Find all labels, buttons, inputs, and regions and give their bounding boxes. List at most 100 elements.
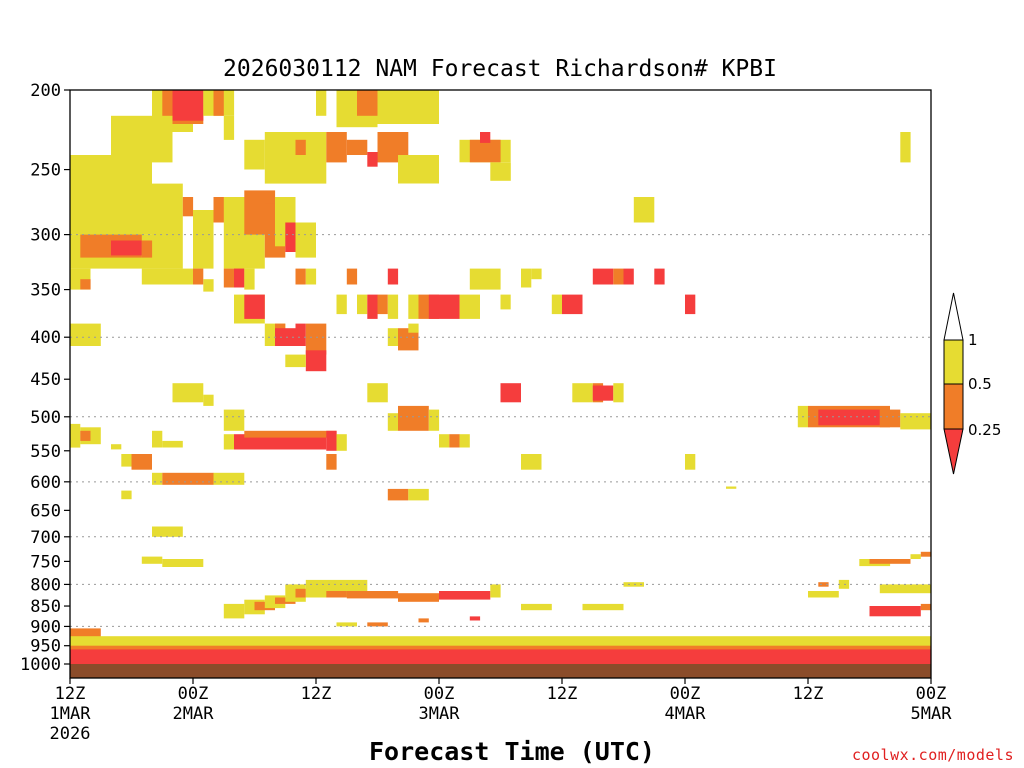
ri-cell-red bbox=[295, 323, 306, 346]
ri-cell-yellow bbox=[490, 584, 501, 598]
ri-cell-yellow bbox=[162, 559, 204, 567]
ri-cell-red bbox=[480, 132, 491, 143]
ri-cell-yellow bbox=[152, 183, 183, 269]
ri-cell-yellow bbox=[203, 279, 214, 292]
ri-cell-red bbox=[275, 328, 296, 346]
ri-cell-yellow bbox=[408, 294, 419, 319]
ri-cell-yellow bbox=[357, 294, 368, 315]
ri-cell-yellow bbox=[623, 582, 644, 587]
ri-cell-yellow bbox=[223, 603, 245, 619]
y-tick-label: 350 bbox=[30, 281, 61, 301]
legend: 1 0.5 0.25 bbox=[943, 292, 1001, 475]
y-tick-label: 650 bbox=[30, 501, 61, 521]
ri-cell-red bbox=[439, 591, 491, 600]
x-tick-year: 2026 bbox=[50, 724, 91, 744]
ri-cell-yellow bbox=[152, 526, 183, 537]
ri-cell-orange bbox=[449, 434, 460, 448]
x-tick-time: 00Z bbox=[670, 684, 701, 704]
ri-cell-orange bbox=[326, 591, 347, 598]
ri-cell-orange bbox=[326, 132, 347, 163]
legend-below-025 bbox=[943, 428, 964, 475]
ri-cell-yellow bbox=[408, 488, 429, 501]
ri-cell-yellow bbox=[244, 268, 255, 290]
ri-cell-orange bbox=[418, 618, 429, 623]
y-tick-label: 850 bbox=[30, 597, 61, 617]
ri-cell-yellow bbox=[121, 490, 132, 500]
ri-cell-yellow bbox=[70, 155, 152, 235]
ri-cell-yellow bbox=[387, 413, 399, 431]
ri-cell-yellow bbox=[879, 584, 932, 594]
ri-cell-orange bbox=[346, 591, 399, 599]
ri-cell-yellow bbox=[582, 603, 624, 611]
ri-cell-red bbox=[562, 294, 583, 315]
ri-cell-yellow bbox=[121, 454, 132, 467]
ri-cell-orange bbox=[244, 430, 337, 438]
ri-cell-red bbox=[623, 268, 634, 285]
x-tick-date: 1MAR bbox=[50, 704, 92, 724]
ri-cell-yellow bbox=[367, 383, 388, 403]
ri-cell-orange bbox=[295, 588, 306, 598]
ri-cell-yellow bbox=[336, 622, 357, 627]
x-tick-time: 12Z bbox=[547, 684, 578, 704]
ri-cell-red bbox=[234, 434, 327, 450]
x-tick-date: 5MAR bbox=[911, 704, 953, 724]
legend-label: 1 bbox=[968, 331, 978, 349]
ri-cell-yellow bbox=[223, 115, 235, 140]
ri-cell-red bbox=[367, 294, 378, 319]
ri-cell-yellow bbox=[285, 354, 306, 368]
ri-cell-red bbox=[111, 240, 142, 256]
ri-cell-orange bbox=[346, 139, 368, 155]
ri-cell-yellow bbox=[336, 294, 347, 315]
ri-cell-yellow bbox=[521, 268, 532, 288]
y-tick-label: 950 bbox=[30, 637, 61, 657]
legend-label: 0.5 bbox=[968, 375, 992, 393]
ri-cell-orange bbox=[367, 622, 388, 627]
ri-cell-orange bbox=[80, 279, 91, 290]
y-tick-label: 250 bbox=[30, 161, 61, 181]
ri-cell-red bbox=[500, 383, 521, 403]
ri-cell-orange bbox=[879, 409, 901, 428]
heatmap-cells bbox=[70, 90, 932, 664]
ri-cell-red bbox=[367, 152, 378, 167]
ri-cell-yellow bbox=[162, 440, 183, 448]
ri-cell-yellow bbox=[111, 115, 173, 163]
ri-cell-yellow bbox=[551, 294, 563, 315]
ri-cell-orange bbox=[346, 268, 358, 285]
ri-cell-red bbox=[305, 350, 327, 372]
y-tick-label: 550 bbox=[30, 442, 61, 462]
ri-cell-orange bbox=[213, 90, 224, 116]
ri-cell-yellow bbox=[244, 139, 265, 170]
ri-cell-yellow bbox=[387, 328, 399, 346]
ri-cell-yellow bbox=[264, 132, 327, 184]
ri-cell-red bbox=[285, 222, 296, 252]
x-tick-time: 12Z bbox=[793, 684, 824, 704]
ri-cell-orange bbox=[387, 488, 409, 501]
ri-cell-yellow bbox=[223, 434, 235, 450]
ri-cell-orange bbox=[193, 268, 204, 285]
ri-cell-yellow bbox=[387, 294, 399, 319]
ri-cell-orange bbox=[357, 90, 378, 116]
ri-cell-yellow bbox=[910, 554, 921, 559]
ri-cell-red bbox=[654, 268, 665, 285]
y-tick-label: 400 bbox=[30, 328, 61, 348]
ri-cell-red bbox=[592, 268, 614, 285]
y-tick-label: 450 bbox=[30, 370, 61, 390]
ri-cell-orange bbox=[398, 328, 419, 351]
y-tick-label: 1000 bbox=[20, 655, 61, 675]
ri-cell-yellow bbox=[459, 294, 480, 319]
legend-swatch bbox=[943, 383, 964, 430]
ri-cell-yellow bbox=[305, 268, 317, 285]
legend-above-1 bbox=[943, 292, 964, 341]
y-axis: 200 250 300 350 400 450 500 550 600 650 700 750 8008… bbox=[20, 81, 70, 675]
ri-cell-yellow bbox=[900, 413, 932, 430]
dotted-gridlines bbox=[70, 234, 931, 627]
ri-cell-yellow bbox=[633, 197, 655, 223]
ri-cell-yellow bbox=[726, 486, 737, 489]
x-tick-time: 00Z bbox=[916, 684, 947, 704]
ri-cell-yellow bbox=[295, 222, 316, 258]
ri-cell-yellow bbox=[203, 394, 214, 406]
ri-cell-red bbox=[469, 616, 481, 621]
credit-text: coolwx.com/models bbox=[852, 746, 1014, 764]
ri-cell-orange bbox=[162, 472, 214, 485]
ri-cell-orange bbox=[295, 139, 306, 155]
